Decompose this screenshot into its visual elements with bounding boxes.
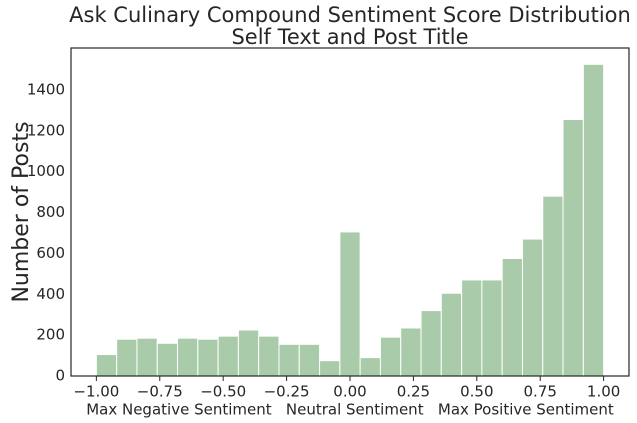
x-tick-label: 1.00 <box>587 383 620 401</box>
x-tick-label: −0.50 <box>200 383 246 401</box>
y-tick-label: 1000 <box>27 162 65 180</box>
y-axis-label: Number of Posts <box>9 121 34 302</box>
bar <box>481 279 503 377</box>
bar <box>562 119 584 377</box>
bar <box>177 337 199 377</box>
chart-title: Ask Culinary Compound Sentiment Score Di… <box>69 3 631 27</box>
x-tick-label: −0.25 <box>264 383 310 401</box>
x-tick-label: 0.25 <box>397 383 430 401</box>
bar <box>400 327 422 377</box>
bar <box>95 354 118 377</box>
bar <box>420 310 442 377</box>
x-tick-label: 0.75 <box>524 383 557 401</box>
y-tick-label: 800 <box>36 203 65 221</box>
bar <box>278 343 300 377</box>
bar <box>136 337 158 377</box>
x-tick-label: 0.00 <box>333 383 366 401</box>
bar <box>501 257 523 377</box>
bar <box>116 338 138 377</box>
bar <box>582 63 605 377</box>
bar <box>440 292 463 377</box>
bar <box>339 231 361 377</box>
bar <box>298 343 321 377</box>
y-tick-label: 600 <box>36 244 65 262</box>
y-tick-label: 200 <box>36 326 65 344</box>
bar <box>217 335 239 377</box>
bar <box>542 195 564 377</box>
x-axis-label: Max Negative Sentiment Neutral Sentiment… <box>86 401 614 419</box>
x-tick-label: 0.50 <box>460 383 493 401</box>
bar <box>319 360 341 377</box>
bar <box>461 279 483 377</box>
bar <box>521 238 544 377</box>
y-tick-label: 1400 <box>27 80 65 98</box>
y-tick-label: 400 <box>36 285 65 303</box>
bar <box>379 336 402 377</box>
bar <box>197 338 219 377</box>
y-tick-label: 0 <box>55 367 65 385</box>
bar <box>258 335 280 377</box>
x-tick-label: −0.75 <box>137 383 183 401</box>
bar <box>359 357 381 377</box>
bar <box>156 342 179 377</box>
x-tick-label: −1.00 <box>73 383 119 401</box>
y-tick-label: 1200 <box>27 121 65 139</box>
chart-subtitle: Self Text and Post Title <box>231 25 468 49</box>
bar <box>237 329 260 377</box>
